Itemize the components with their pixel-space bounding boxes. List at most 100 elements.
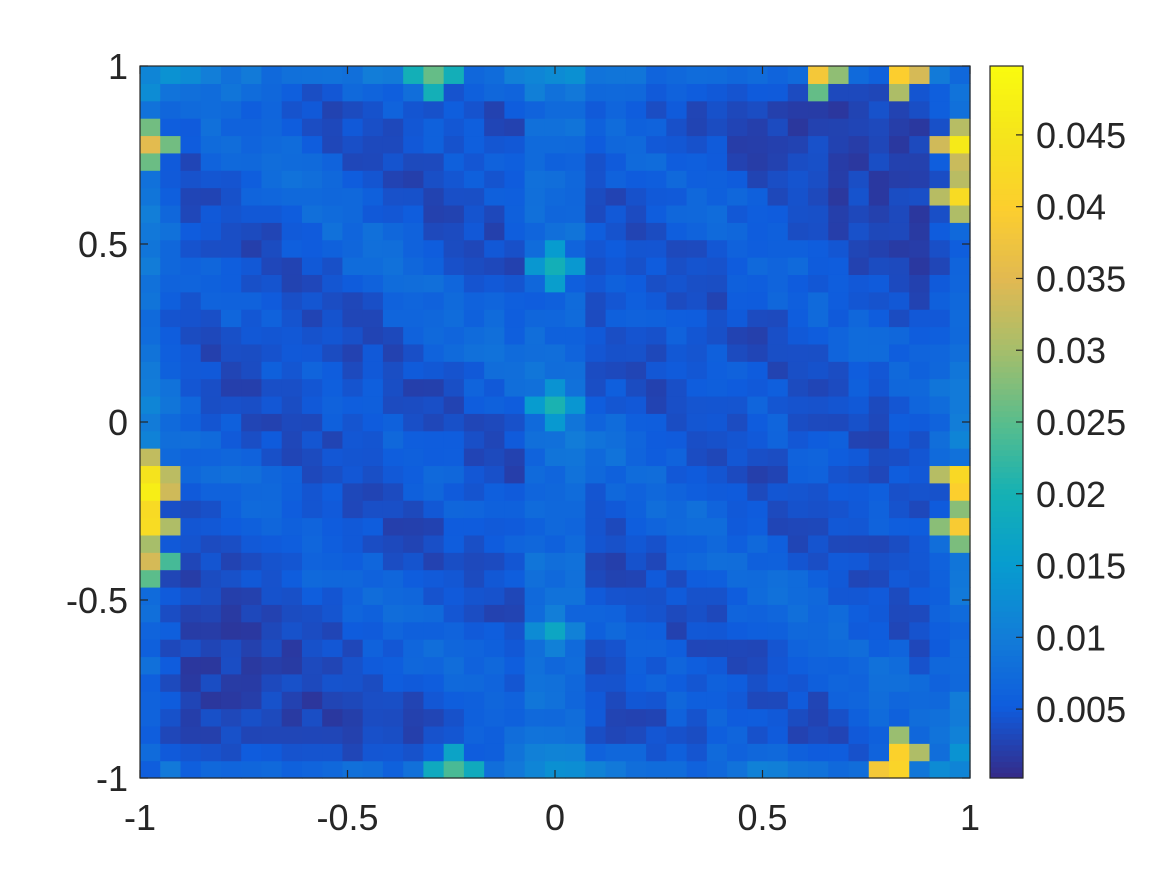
heatmap-cell [848, 517, 870, 536]
heatmap-cell [382, 482, 404, 501]
heatmap-cell [463, 257, 485, 275]
heatmap-cell [565, 691, 586, 710]
heatmap-cell [524, 361, 546, 380]
heatmap-cell [484, 170, 505, 189]
heatmap-cell [160, 83, 182, 102]
heatmap-cell [929, 482, 951, 501]
heatmap-cell [140, 708, 161, 727]
heatmap-cell [565, 239, 586, 258]
heatmap-cell [241, 500, 263, 519]
heatmap-cell [484, 708, 505, 727]
heatmap-cell [909, 743, 931, 762]
heatmap-cell [727, 725, 748, 744]
heatmap-cell [646, 482, 667, 501]
heatmap-cell [261, 291, 283, 310]
heatmap-cell [342, 100, 364, 119]
heatmap-cell [868, 239, 890, 258]
heatmap-cell [909, 760, 931, 779]
heatmap-cell [342, 760, 364, 779]
colorbar-step [990, 750, 1023, 757]
colorbar-tick-label: 0.02 [1036, 474, 1106, 515]
heatmap-cell [160, 586, 182, 605]
heatmap-cell [463, 708, 485, 727]
heatmap-cell [322, 708, 344, 727]
heatmap-cell [848, 760, 870, 779]
heatmap-cell [281, 83, 303, 102]
colorbar-step [990, 622, 1023, 629]
heatmap-cell [909, 673, 931, 692]
heatmap-cell [808, 586, 829, 605]
heatmap-cell [220, 448, 242, 467]
heatmap-cell [868, 500, 890, 519]
heatmap-cell [403, 170, 425, 189]
heatmap-cell [382, 500, 404, 519]
colorbar-step [990, 327, 1023, 334]
heatmap-cell [484, 569, 505, 588]
heatmap-cell [443, 500, 465, 519]
heatmap-cell [767, 586, 789, 605]
heatmap-cell [565, 118, 586, 137]
heatmap-cell [747, 621, 769, 640]
heatmap-cell [403, 465, 425, 484]
colorbar-step [990, 505, 1023, 512]
heatmap-cell [585, 743, 607, 762]
heatmap-cell [909, 639, 931, 658]
heatmap-cell [646, 534, 667, 553]
colorbar: 0.0050.010.0150.020.0250.030.0350.040.04… [989, 65, 1126, 779]
heatmap-cell [585, 621, 607, 640]
heatmap-cell [787, 708, 809, 727]
heatmap-cell [727, 274, 748, 293]
heatmap-cell [524, 257, 546, 275]
heatmap-cell [808, 257, 829, 275]
heatmap-cell [180, 326, 202, 345]
heatmap-cell [808, 517, 829, 536]
colorbar-step [990, 588, 1023, 596]
heatmap-cell [625, 413, 647, 432]
heatmap-cell [585, 204, 607, 223]
heatmap-cell [382, 309, 404, 328]
heatmap-cell [382, 656, 404, 675]
heatmap-cell [605, 395, 627, 414]
heatmap-cell [423, 309, 445, 328]
heatmap-cell [706, 343, 728, 362]
heatmap-cell [949, 430, 971, 449]
heatmap-cell [727, 482, 748, 501]
heatmap-cell [828, 66, 850, 84]
heatmap-cell [868, 604, 890, 623]
heatmap-cell [160, 448, 182, 467]
heatmap-cell [322, 482, 344, 501]
heatmap-cell [261, 326, 283, 345]
heatmap-cell [646, 100, 667, 119]
heatmap-cell [828, 586, 850, 605]
heatmap-cell [909, 395, 931, 414]
heatmap-cell [868, 66, 890, 84]
heatmap-cell [585, 586, 607, 605]
heatmap-cell [180, 118, 202, 137]
heatmap-cell [949, 604, 971, 623]
heatmap-cell [949, 291, 971, 310]
heatmap-cell [767, 326, 789, 345]
heatmap-cell [180, 482, 202, 501]
colorbar-step [990, 216, 1023, 223]
heatmap-cell [889, 326, 910, 345]
heatmap-cell [504, 152, 526, 171]
heatmap-cell [706, 673, 728, 692]
colorbar-step [990, 644, 1023, 651]
heatmap-cell [585, 170, 607, 189]
heatmap-cell [261, 448, 283, 467]
heatmap-cell [180, 239, 202, 258]
heatmap-cell [767, 378, 789, 397]
heatmap-cell [706, 291, 728, 310]
heatmap-cell [727, 135, 748, 154]
heatmap-cell [443, 309, 465, 328]
heatmap-cell [382, 239, 404, 258]
heatmap-cell [625, 534, 647, 553]
heatmap-cell [706, 309, 728, 328]
heatmap-cell [180, 83, 202, 102]
heatmap-cell [403, 395, 425, 414]
heatmap-cell [787, 343, 809, 362]
heatmap-cell [889, 743, 910, 762]
heatmap-cell [727, 656, 748, 675]
heatmap-cell [544, 725, 566, 744]
heatmap-cell [261, 708, 283, 727]
